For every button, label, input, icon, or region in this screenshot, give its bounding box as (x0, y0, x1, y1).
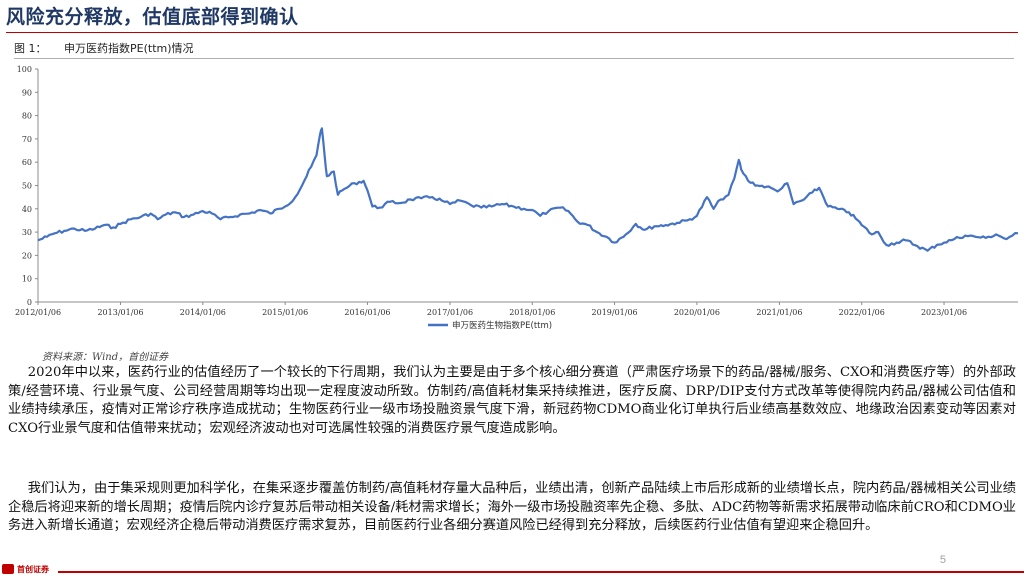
y-tick-label: 40 (22, 205, 32, 214)
x-tick-label: 2018/01/06 (509, 308, 555, 317)
y-tick-label: 30 (22, 228, 32, 237)
x-tick-label: 2015/01/06 (262, 308, 308, 317)
page-number: 5 (939, 554, 946, 566)
x-axis: 2012/01/06 2013/01/06 2014/01/06 2015/01/06… (15, 301, 1018, 317)
y-tick-label: 70 (22, 135, 32, 144)
chart-legend: 申万医药生物指数PE(ttm) (428, 320, 552, 331)
logo-mark-icon (2, 564, 14, 574)
x-tick-label: 2016/01/06 (344, 308, 390, 317)
series-layer (37, 127, 1019, 252)
logo-text: 首创证券 (17, 564, 49, 574)
figure-caption-text: 申万医药指数PE(ttm)情况 (64, 42, 194, 55)
pe-chart: 0 10 20 30 40 50 60 70 80 90 100 2012/01/06 2013/01… (15, 65, 1019, 331)
series-line (37, 127, 1019, 252)
title-divider (6, 32, 1018, 33)
y-tick-label: 60 (22, 158, 32, 167)
legend-label: 申万医药生物指数PE(ttm) (452, 320, 552, 331)
x-tick-label: 2017/01/06 (427, 308, 473, 317)
slide-title: 风险充分释放，估值底部得到确认 (6, 6, 299, 28)
x-tick-label: 2014/01/06 (180, 308, 226, 317)
y-tick-label: 100 (17, 65, 32, 74)
y-tick-label: 10 (22, 275, 32, 284)
x-tick-label: 2019/01/06 (592, 308, 638, 317)
x-tick-label: 2013/01/06 (97, 308, 143, 317)
x-tick-label: 2023/01/06 (921, 308, 967, 317)
y-tick-label: 90 (22, 88, 32, 97)
footer-band (58, 571, 1024, 573)
paragraph-2: 我们认为，由于集采规则更加科学化，在集采逐步覆盖仿制药/高值耗材存量大品种后，业… (8, 481, 1016, 533)
figure-caption: 图 1： 申万医药指数PE(ttm)情况 (14, 40, 1014, 59)
source-note: 资料来源：Wind，首创证券 (42, 352, 169, 363)
y-tick-label: 20 (22, 251, 32, 260)
x-tick-label: 2012/01/06 (15, 308, 61, 317)
y-tick-label: 0 (27, 298, 32, 307)
paragraph-1: 2020年中以来，医药行业的估值经历了一个较长的下行周期，我们认为主要是由于多个… (8, 365, 1016, 436)
y-axis: 0 10 20 30 40 50 60 70 80 90 100 (17, 65, 39, 307)
figure-label: 图 1： (14, 42, 47, 55)
x-tick-label: 2021/01/06 (756, 308, 802, 317)
x-tick-label: 2020/01/06 (674, 308, 720, 317)
x-tick-label: 2022/01/06 (839, 308, 885, 317)
company-logo: 首创证券 (2, 562, 58, 576)
y-tick-label: 50 (22, 182, 32, 191)
y-tick-label: 80 (22, 112, 32, 121)
